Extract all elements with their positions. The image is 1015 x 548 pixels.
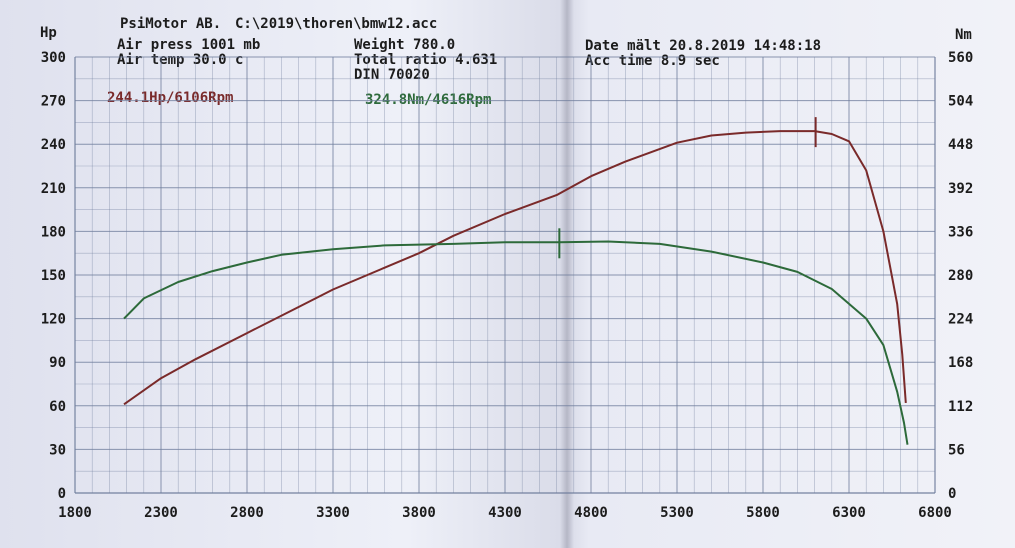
y-right-tick-label: 392: [948, 181, 973, 197]
y-right-tick-label: 560: [948, 50, 973, 66]
x-tick-label: 3800: [402, 505, 436, 521]
y-left-tick-label: 300: [41, 50, 66, 66]
nm-unit-label: Nm: [955, 27, 972, 43]
peak-power-label: 244.1Hp/6106Rpm: [107, 90, 234, 106]
y-right-tick-label: 56: [948, 442, 965, 458]
x-tick-label: 2800: [230, 505, 264, 521]
y-right-tick-label: 280: [948, 268, 973, 284]
x-tick-label: 4300: [488, 505, 522, 521]
y-right-tick-label: 448: [948, 137, 973, 153]
x-tick-label: 3300: [316, 505, 350, 521]
paper-fold: [560, 0, 574, 548]
y-right-tick-label: 0: [948, 486, 956, 502]
weight-label: Weight 780.0: [354, 37, 456, 53]
y-right-tick-label: 336: [948, 224, 973, 240]
y-right-tick-label: 112: [948, 399, 973, 415]
brand-label: PsiMotor AB.: [120, 16, 222, 32]
x-tick-label: 5300: [660, 505, 694, 521]
y-left-tick-label: 210: [41, 181, 66, 197]
y-left-tick-label: 30: [49, 442, 66, 458]
y-left-tick-label: 120: [41, 312, 66, 328]
y-right-tick-label: 224: [948, 312, 973, 328]
y-left-tick-label: 0: [58, 486, 66, 502]
torque-curve: [123, 240, 909, 445]
x-tick-label: 2300: [144, 505, 178, 521]
x-tick-label: 5800: [746, 505, 780, 521]
y-right-tick-label: 504: [948, 94, 973, 110]
y-left-tick-label: 270: [41, 94, 66, 110]
date-label: Date mält 20.8.2019 14:48:18: [585, 38, 822, 54]
x-tick-label: 6800: [918, 505, 952, 521]
y-left-tick-label: 90: [49, 355, 66, 371]
x-tick-label: 6300: [832, 505, 866, 521]
hp-unit-label: Hp: [40, 25, 57, 41]
y-left-tick-label: 180: [41, 224, 66, 240]
y-left-tick-label: 60: [49, 399, 66, 415]
y-left-tick-label: 150: [41, 268, 66, 284]
peak-torque-label: 324.8Nm/4616Rpm: [365, 92, 492, 108]
y-right-tick-label: 168: [948, 355, 973, 371]
x-tick-label: 4800: [574, 505, 608, 521]
x-tick-label: 1800: [58, 505, 92, 521]
power-curve: [123, 130, 907, 406]
file-path: C:\2019\thoren\bmw12.acc: [235, 16, 438, 32]
y-left-tick-label: 240: [41, 137, 66, 153]
air-press-label: Air press 1001 mb: [117, 37, 261, 53]
